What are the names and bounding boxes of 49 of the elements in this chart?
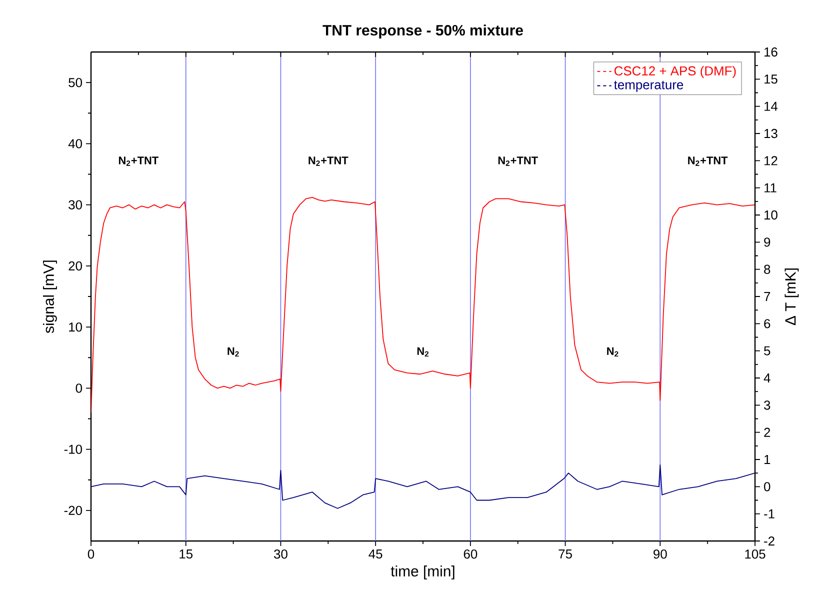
annotation: N$_{2}$ <box>417 347 429 357</box>
y2-tick-label: 15 <box>764 74 778 84</box>
y-tick-label: 0 <box>76 384 82 393</box>
legend-label: CSC12 + APS (DMF) <box>614 66 736 78</box>
x-tick-label: 105 <box>745 550 766 559</box>
x-tick-label: 0 <box>88 550 94 559</box>
annotation: N$_{2}$+TNT <box>688 156 728 166</box>
y-tick-label: 10 <box>69 322 82 332</box>
y2-tick-label: 11 <box>764 183 776 192</box>
y-tick-label: -10 <box>64 444 82 454</box>
y2-tick-label: 13 <box>764 128 778 138</box>
y2-tick-label: 14 <box>764 102 778 111</box>
annotation: N$_{2}$+TNT <box>118 156 159 166</box>
y2-tick-label: 0 <box>764 482 770 492</box>
x-tick-label: 15 <box>180 550 193 559</box>
annotation: N$_{2}$+TNT <box>308 156 348 166</box>
y-tick-label: -20 <box>64 506 82 516</box>
y2-tick-label: 12 <box>764 156 778 166</box>
y2-tick-label: 8 <box>764 264 770 274</box>
y2-tick-label: 2 <box>764 428 770 437</box>
y2-tick-label: 6 <box>764 319 770 328</box>
x-tick-label: 45 <box>368 550 382 559</box>
x-axis-title: time [min] <box>390 566 454 580</box>
x-tick-label: 30 <box>274 550 288 559</box>
y-tick-label: 40 <box>68 139 82 148</box>
annotation: N$_{2}$ <box>228 347 239 357</box>
y2-tick-label: 10 <box>764 210 778 220</box>
y2-tick-label: -1 <box>764 509 774 518</box>
y-tick-label: 50 <box>68 78 82 88</box>
x-tick-label: 75 <box>558 550 572 559</box>
y2-tick-label: 5 <box>764 346 770 356</box>
y2-tick-label: -2 <box>764 536 774 546</box>
annotation: N$_{2}$ <box>607 347 618 357</box>
x-tick-label: 90 <box>654 550 667 559</box>
line-series <box>91 464 756 509</box>
y-tick-label: 30 <box>68 200 82 210</box>
y2-tick-label: 4 <box>764 374 770 382</box>
y2-tick-label: 9 <box>764 238 770 247</box>
y2-tick-label: 16 <box>764 47 778 57</box>
chart-title: TNT response - 50% mixture <box>322 24 523 39</box>
y2-tick-label: 7 <box>764 292 770 301</box>
x-tick-label: 60 <box>464 550 478 559</box>
y-tick-label: 20 <box>68 261 82 271</box>
legend-label: temperature <box>614 80 684 92</box>
y2-tick-label: 1 <box>764 455 770 464</box>
annotation: N$_{2}$+TNT <box>498 156 538 166</box>
y2-tick-label: 3 <box>764 400 770 410</box>
y2-axis-title: Δ T [mK] <box>784 268 799 326</box>
y-axis-title: signal [mV] <box>43 260 57 334</box>
